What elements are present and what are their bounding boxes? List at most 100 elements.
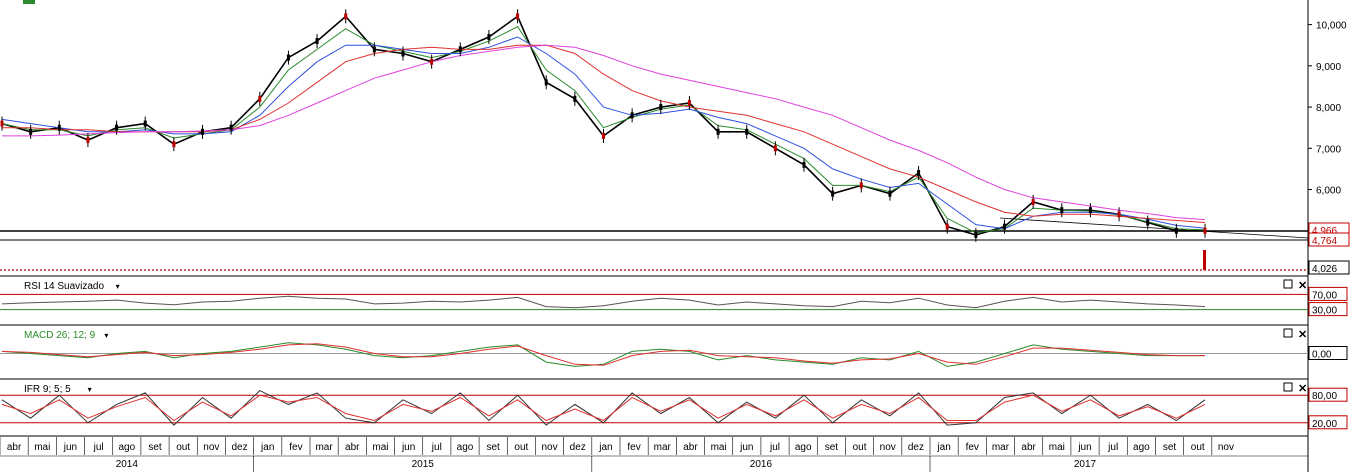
price-candle-body (401, 50, 405, 57)
price-candle-body (57, 124, 61, 131)
month-label: mar (315, 442, 333, 453)
month-label: out (176, 442, 190, 453)
month-label: fev (289, 442, 302, 453)
month-label: ago (457, 442, 474, 453)
month-label: jun (1077, 442, 1091, 453)
price-candle-body (859, 182, 863, 189)
price-candle-body (1203, 227, 1207, 234)
price-candle-body (888, 190, 892, 197)
month-label: jul (769, 442, 780, 453)
price-candle-body (1146, 219, 1150, 226)
price-candle-body (458, 46, 462, 53)
price-candle-body (372, 46, 376, 53)
price-candle-body (745, 128, 749, 135)
price-tag-box (1308, 232, 1350, 247)
close-icon: ✕ (1298, 280, 1307, 292)
price-candle-body (1060, 207, 1064, 214)
rsi-panel: 70,00 30,00 RSI 14 Suavizado ▾ ✕ (0, 279, 1348, 317)
month-label: jul (1107, 442, 1118, 453)
price-candle-body (917, 170, 921, 177)
price-tag: 4,026 (1308, 260, 1350, 275)
price-candle-body (1031, 198, 1035, 205)
level-label: 70,00 (1312, 290, 1337, 301)
level-box (1308, 302, 1348, 317)
price-candle-body (229, 124, 233, 131)
level-label: 30,00 (1312, 306, 1337, 317)
month-label: jul (431, 442, 442, 453)
price-candle-body (802, 161, 806, 168)
dropdown-arrow-icon: ▾ (116, 282, 120, 291)
year-label: 2015 (412, 459, 435, 470)
month-label: out (514, 442, 528, 453)
month-label: mar (654, 442, 672, 453)
month-label: dez (570, 442, 586, 453)
month-label: fev (627, 442, 640, 453)
month-label: set (148, 442, 162, 453)
month-label: jan (260, 442, 274, 453)
year-label: 2016 (750, 459, 773, 470)
maximize-icon (1283, 382, 1293, 392)
month-label: jan (936, 442, 950, 453)
price-candle-body (687, 99, 691, 106)
month-label: out (1191, 442, 1205, 453)
panel-title: IFR 9; 5; 5 (24, 384, 71, 395)
level-label: 0,00 (1312, 350, 1332, 361)
price-candle-body (115, 124, 119, 131)
panel-title: RSI 14 Suavizado (24, 281, 104, 292)
price-candle-body (945, 223, 949, 230)
price-tag-label: 4,026 (1312, 264, 1337, 275)
price-candle-body (1174, 227, 1178, 234)
price-candle-body (286, 54, 290, 61)
price-candle-body (143, 120, 147, 127)
price-candle-body (315, 38, 319, 45)
level-label: 80,00 (1312, 391, 1337, 402)
dropdown-arrow-icon: ▾ (104, 331, 108, 340)
price-candle-body (659, 104, 663, 111)
month-label: mar (992, 442, 1010, 453)
month-label: mai (34, 442, 50, 453)
price-candle-body (974, 231, 978, 238)
price-candle-body (716, 128, 720, 135)
close-icon: ✕ (1298, 383, 1307, 395)
price-tick-label: 9,000 (1316, 62, 1341, 73)
trend-line (999, 217, 1309, 239)
month-label: mai (711, 442, 727, 453)
month-label: dez (231, 442, 247, 453)
month-label: abr (1021, 442, 1036, 453)
price-tag-label: 4,966 (1312, 226, 1337, 237)
level-box (1308, 387, 1348, 402)
month-label: set (1163, 442, 1177, 453)
month-label: abr (683, 442, 698, 453)
month-label: out (853, 442, 867, 453)
month-label: nov (880, 442, 896, 453)
month-label: ago (1133, 442, 1150, 453)
month-label: ago (118, 442, 135, 453)
month-label: abr (7, 442, 22, 453)
month-label: nov (541, 442, 557, 453)
month-label: ago (795, 442, 812, 453)
month-label: fev (966, 442, 979, 453)
month-label: nov (1218, 442, 1234, 453)
maximize-icon (1283, 328, 1293, 338)
level-box (1308, 346, 1348, 360)
month-label: jan (598, 442, 612, 453)
price-tag: 4,764 (1308, 232, 1350, 247)
price-candle-body (1003, 223, 1006, 230)
price-candle-body (487, 33, 491, 40)
level-box (1308, 415, 1348, 430)
price-candle-body (86, 137, 90, 144)
price-candle-body (573, 95, 577, 102)
indicator-series-1 (1, 343, 1205, 366)
grid-layer (0, 0, 1309, 472)
indicator-series-0 (1, 389, 1206, 426)
price-tag-label: 4,764 (1312, 236, 1337, 247)
stochastic-panel: 80,00 20,00 IFR 9; 5; 5 ▾ ✕ (0, 382, 1348, 430)
month-label: abr (345, 442, 360, 453)
price-tick-label: 7,000 (1316, 144, 1341, 155)
month-label: jun (401, 442, 415, 453)
price-tick-label: 8,000 (1316, 103, 1341, 114)
price-panel (0, 9, 1207, 270)
month-label: set (825, 442, 839, 453)
